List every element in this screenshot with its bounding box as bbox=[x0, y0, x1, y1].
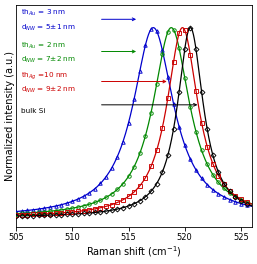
X-axis label: Raman shift (cm$^{-1}$): Raman shift (cm$^{-1}$) bbox=[86, 244, 182, 259]
Text: d$_{NW}$ = 5±1 nm: d$_{NW}$ = 5±1 nm bbox=[21, 23, 76, 33]
Text: th$_{Au}$ = 3 nm: th$_{Au}$ = 3 nm bbox=[21, 8, 66, 18]
Text: bulk Si: bulk Si bbox=[21, 108, 45, 114]
Text: th$_{Ag}$ =10 nm: th$_{Ag}$ =10 nm bbox=[21, 70, 68, 82]
Text: d$_{NW}$ = 7±2 nm: d$_{NW}$ = 7±2 nm bbox=[21, 55, 76, 65]
Text: th$_{Au}$ = 2 nm: th$_{Au}$ = 2 nm bbox=[21, 40, 66, 51]
Y-axis label: Normalized intensity (a.u.): Normalized intensity (a.u.) bbox=[5, 51, 15, 181]
Text: d$_{NW}$ = 9±2 nm: d$_{NW}$ = 9±2 nm bbox=[21, 85, 76, 95]
